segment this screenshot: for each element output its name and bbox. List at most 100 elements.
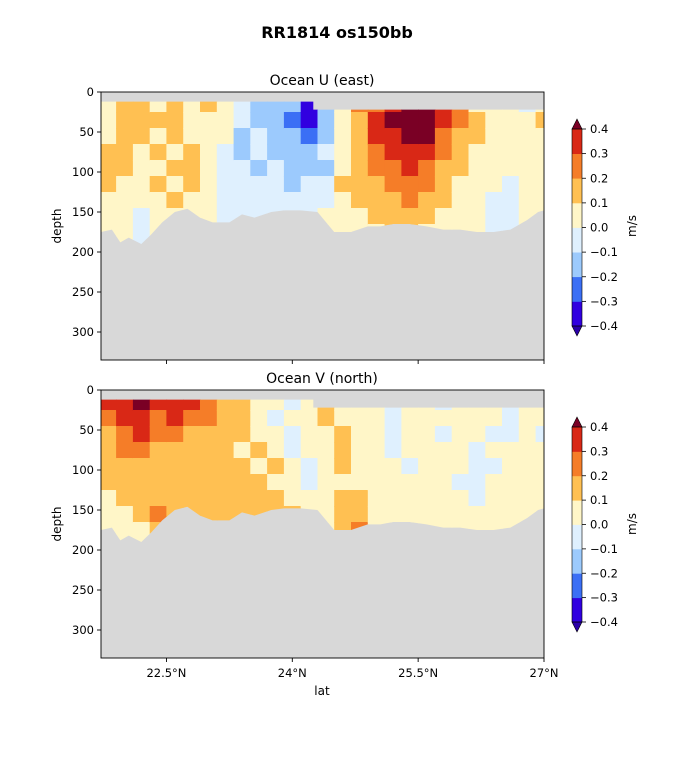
velocity-cell (401, 442, 419, 459)
velocity-cell (434, 426, 453, 443)
velocity-cell (250, 458, 268, 475)
velocity-cell (535, 176, 544, 193)
velocity-cell (116, 208, 134, 225)
velocity-cell (451, 128, 470, 145)
velocity-cell (200, 101, 218, 113)
colorbar-segment (572, 252, 582, 278)
velocity-cell (267, 160, 285, 177)
velocity-cell (518, 144, 537, 161)
velocity-cell (434, 490, 453, 507)
velocity-cell (183, 490, 201, 507)
velocity-cell (351, 490, 369, 507)
velocity-cell (267, 399, 285, 411)
velocity-cell (250, 399, 268, 411)
velocity-cell (434, 128, 453, 145)
velocity-cell (451, 176, 470, 193)
velocity-cell (233, 490, 251, 507)
velocity-cell (300, 176, 319, 193)
velocity-cell (116, 490, 134, 507)
ocean-u-title: Ocean U (east) (270, 73, 375, 89)
velocity-cell (166, 101, 184, 113)
velocity-cell (518, 112, 537, 129)
velocity-cell (317, 474, 335, 491)
velocity-cell (535, 458, 544, 475)
velocity-cell (468, 208, 486, 225)
velocity-cell (384, 176, 402, 193)
velocity-cell (283, 176, 302, 193)
velocity-cell (418, 458, 436, 475)
velocity-cell (283, 410, 302, 427)
velocity-cell (418, 410, 436, 427)
velocity-cell (334, 160, 352, 177)
velocity-cell (485, 426, 503, 443)
colorbar-segment (572, 597, 582, 623)
velocity-cell (518, 474, 537, 491)
velocity-cell (384, 192, 402, 209)
velocity-cell (502, 490, 520, 507)
velocity-cell (434, 144, 453, 161)
velocity-cell (116, 112, 134, 129)
velocity-cell (468, 160, 486, 177)
velocity-cell (418, 176, 436, 193)
x-tick-label: 22.5°N (146, 666, 186, 680)
velocity-cell (384, 112, 402, 129)
velocity-cell (384, 506, 402, 523)
velocity-cell (116, 426, 134, 443)
velocity-cell (183, 474, 201, 491)
velocity-cell (200, 458, 218, 475)
velocity-cell (317, 426, 335, 443)
y-tick-label: 100 (72, 463, 94, 477)
velocity-cell (250, 474, 268, 491)
velocity-cell (334, 208, 352, 225)
velocity-cell (116, 458, 134, 475)
velocity-cell (283, 128, 302, 145)
colorbar-segment (572, 178, 582, 204)
velocity-cell (351, 112, 369, 129)
x-tick-label: 25.5°N (398, 666, 438, 680)
velocity-cell (351, 442, 369, 459)
velocity-cell (233, 128, 251, 145)
colorbar-segment (572, 500, 582, 525)
velocity-cell (468, 192, 486, 209)
velocity-cell (183, 410, 201, 427)
velocity-cell (283, 192, 302, 209)
velocity-cell (367, 442, 386, 459)
colorbar-segment (572, 524, 582, 550)
velocity-cell (384, 474, 402, 491)
velocity-cell (451, 160, 470, 177)
velocity-cell (485, 442, 503, 459)
velocity-cell (401, 176, 419, 193)
velocity-cell (250, 410, 268, 427)
velocity-cell (384, 128, 402, 145)
velocity-cell (267, 128, 285, 145)
velocity-cell (468, 176, 486, 193)
velocity-cell (418, 474, 436, 491)
velocity-cell (149, 474, 168, 491)
velocity-cell (468, 458, 486, 475)
velocity-cell (200, 128, 218, 145)
velocity-cell (183, 128, 201, 145)
figure-title: RR1814 os150bb (261, 23, 413, 42)
colorbar-tick-label: 0.3 (590, 147, 608, 161)
velocity-cell (132, 399, 151, 411)
velocity-cell (401, 490, 419, 507)
velocity-cell (485, 410, 503, 427)
velocity-cell (468, 410, 486, 427)
velocity-cell (267, 192, 285, 209)
velocity-cell (116, 442, 134, 459)
velocity-cell (418, 442, 436, 459)
velocity-cell (216, 442, 235, 459)
velocity-cell (468, 112, 486, 129)
velocity-cell (116, 474, 134, 491)
colorbar-tick-label: −0.1 (590, 245, 618, 259)
velocity-cell (485, 458, 503, 475)
velocity-cell (149, 506, 168, 523)
velocity-cell (101, 490, 117, 507)
colorbar-tick-label: −0.3 (590, 294, 618, 308)
colorbar-segment (572, 451, 582, 477)
velocity-cell (101, 176, 117, 193)
velocity-cell (101, 458, 117, 475)
velocity-cell (401, 160, 419, 177)
colorbar-tick-label: 0.2 (590, 171, 608, 185)
velocity-cell (518, 128, 537, 145)
